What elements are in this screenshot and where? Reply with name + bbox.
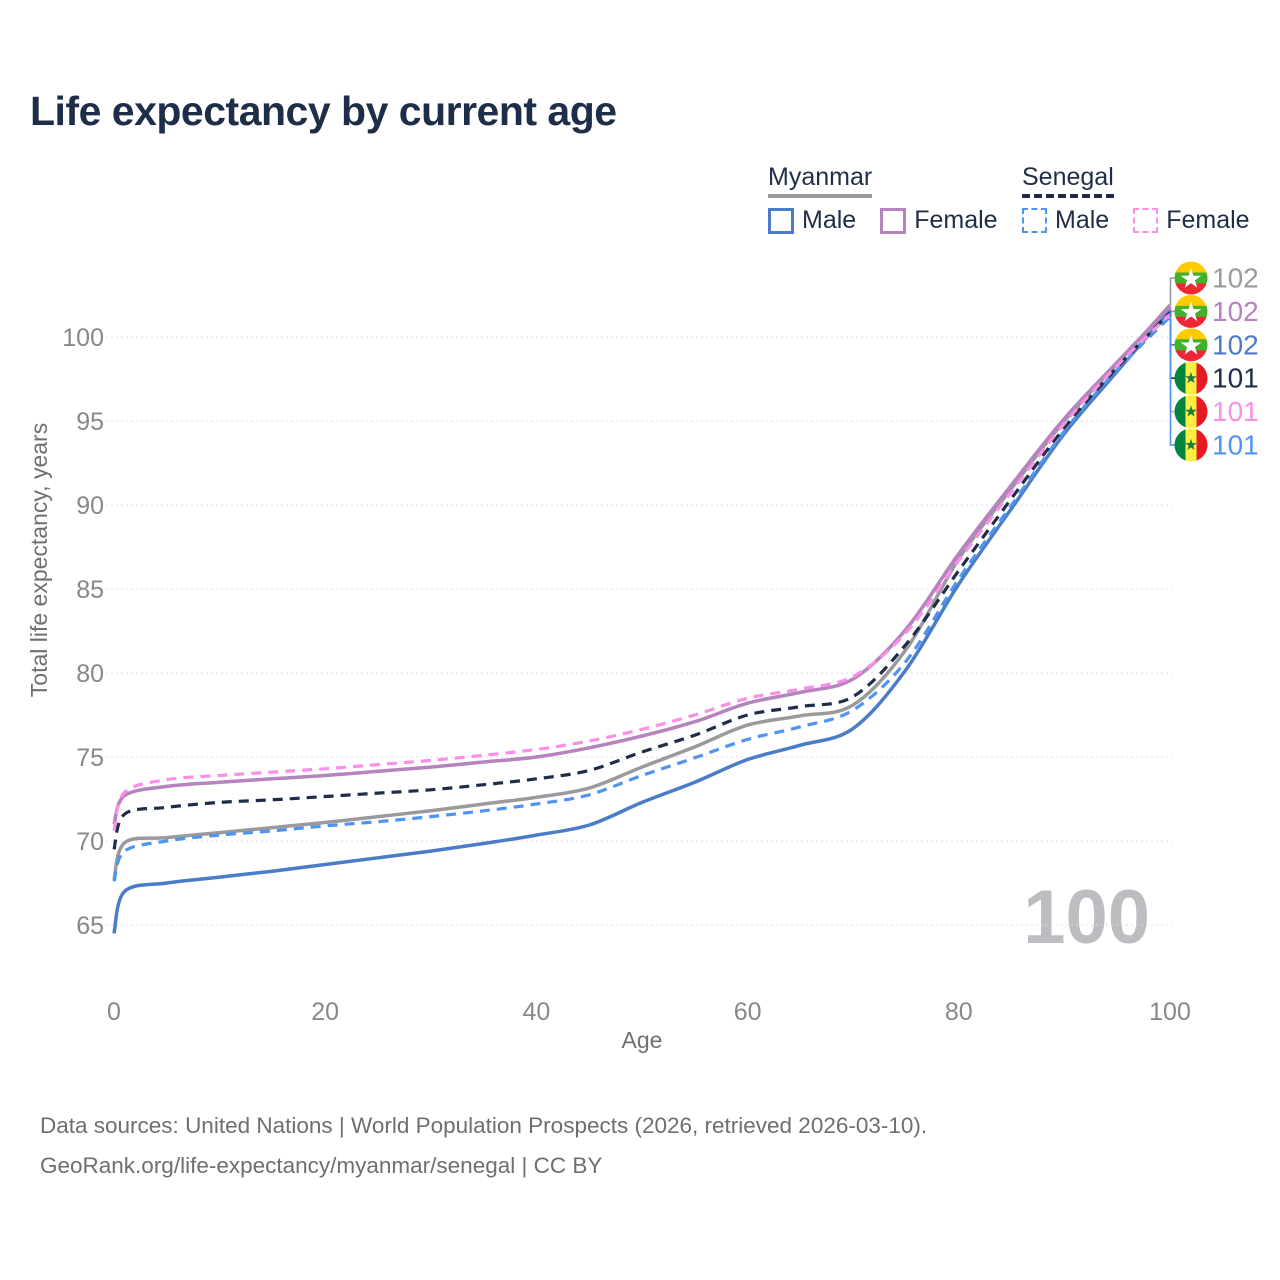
y-tick-label: 65 (76, 912, 104, 940)
series-line-senegal-total (112, 311, 1172, 850)
x-tick-label: 20 (311, 998, 339, 1026)
myanmar-flag-icon (1174, 294, 1208, 328)
legend-item-senegal-male[interactable]: Male (1022, 206, 1109, 235)
x-tick-label: 40 (522, 998, 550, 1026)
attribution-line: GeoRank.org/life-expectancy/myanmar/sene… (40, 1153, 603, 1178)
series-line-senegal-male (112, 315, 1172, 882)
x-tick-label: 60 (734, 998, 762, 1026)
legend-row-senegal: Male Female (1022, 206, 1250, 235)
series-line-myanmar-male (112, 308, 1172, 934)
legend-item-myanmar-female[interactable]: Female (880, 206, 998, 235)
senegal-flag-icon (1174, 361, 1208, 395)
x-tick-label: 80 (945, 998, 973, 1026)
legend-country-myanmar[interactable]: Myanmar (768, 163, 873, 198)
end-value-label-senegal-male: 101 (1212, 430, 1259, 461)
y-tick-label: 90 (76, 492, 104, 520)
senegal-female-swatch (1133, 208, 1159, 233)
y-tick-label: 75 (76, 744, 104, 772)
footer: Data sources: United Nations | World Pop… (40, 1106, 927, 1186)
x-axis-title: Age (622, 1027, 663, 1053)
y-tick-label: 80 (76, 660, 104, 688)
legend-row-myanmar: Male Female (768, 206, 998, 235)
legend-item-senegal-female[interactable]: Female (1133, 206, 1250, 235)
legend-label-myanmar-male: Male (802, 206, 857, 234)
legend-label-senegal-male: Male (1055, 206, 1110, 234)
end-value-label-senegal-total: 101 (1212, 363, 1259, 394)
legend-country-senegal[interactable]: Senegal (1022, 163, 1114, 198)
end-value-label-myanmar-female: 102 (1212, 296, 1259, 327)
series-line-myanmar-total (112, 303, 1172, 881)
series-line-senegal-female (112, 313, 1172, 832)
y-tick-label: 85 (76, 576, 104, 604)
end-label-connector-senegal-female (1169, 314, 1179, 413)
legend: Myanmar Male Female Senegal Male (0, 163, 1280, 243)
legend-label-myanmar-female: Female (914, 206, 998, 234)
y-tick-label: 70 (76, 828, 104, 856)
legend-group-senegal: Senegal Male Female (1022, 163, 1250, 235)
myanmar-flag-icon (1174, 328, 1208, 362)
x-tick-label: 100 (1149, 998, 1191, 1026)
data-sources-line: Data sources: United Nations | World Pop… (40, 1113, 928, 1138)
age-counter-watermark: 100 (1023, 875, 1150, 960)
senegal-flag-icon (1174, 428, 1208, 462)
x-tick-label: 0 (107, 998, 121, 1026)
legend-label-senegal-female: Female (1166, 206, 1250, 234)
y-tick-label: 100 (62, 324, 104, 352)
end-value-label-senegal-female: 101 (1212, 396, 1259, 427)
end-value-label-myanmar-total: 102 (1212, 263, 1259, 294)
page-title: Life expectancy by current age (30, 88, 617, 134)
end-value-label-myanmar-male: 102 (1212, 329, 1259, 360)
series-line-myanmar-female (112, 305, 1172, 825)
legend-group-myanmar: Myanmar Male Female (768, 163, 998, 235)
legend-item-myanmar-male[interactable]: Male (768, 206, 856, 235)
myanmar-male-swatch (768, 207, 794, 234)
myanmar-flag-icon (1174, 261, 1208, 295)
myanmar-female-swatch (880, 207, 907, 234)
senegal-flag-icon (1174, 395, 1208, 429)
y-tick-label: 95 (76, 408, 104, 436)
senegal-male-swatch (1022, 208, 1047, 233)
y-axis-title: Total life expectancy, years (26, 423, 52, 697)
